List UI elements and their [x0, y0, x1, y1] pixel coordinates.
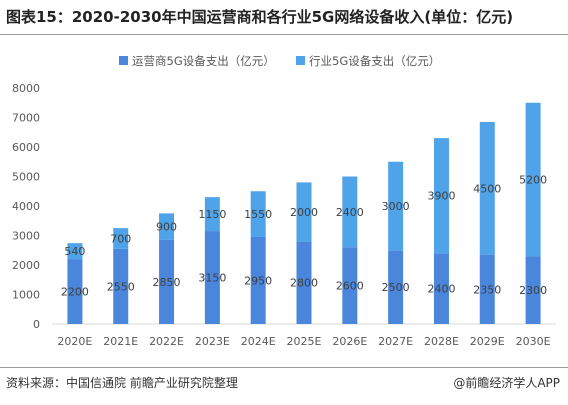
bar-industry [67, 243, 83, 260]
legend-label: 行业5G设备支出（亿元） [309, 54, 440, 68]
x-tick-label: 2024E [241, 335, 276, 348]
bar-operator [525, 256, 541, 324]
bar-industry [525, 102, 541, 257]
y-tick-label: 4000 [12, 200, 40, 213]
data-label-industry: 900 [156, 221, 177, 234]
x-tick-label: 2025E [287, 335, 322, 348]
x-tick-label: 2029E [470, 335, 505, 348]
data-label-industry: 4500 [473, 182, 501, 195]
y-tick-label: 5000 [12, 171, 40, 184]
x-tick-label: 2030E [516, 335, 551, 348]
bar-operator [204, 231, 220, 324]
data-label-industry: 1150 [198, 208, 226, 221]
y-tick-label: 7000 [12, 112, 40, 125]
legend-swatch [296, 56, 305, 65]
data-label-operator: 2850 [153, 276, 181, 289]
x-tick-label: 2020E [57, 335, 92, 348]
y-tick-label: 2000 [12, 259, 40, 272]
x-tick-label: 2022E [149, 335, 184, 348]
source-note: 资料来源：中国信通院 前瞻产业研究院整理 [6, 376, 238, 390]
footer-divider [0, 367, 568, 368]
bar-operator [159, 239, 175, 324]
legend-label: 运营商5G设备支出（亿元） [132, 54, 275, 68]
data-label-industry: 700 [110, 232, 131, 245]
bar-operator [342, 247, 358, 324]
data-label-operator: 2200 [61, 286, 89, 299]
data-label-operator: 2400 [427, 283, 455, 296]
data-label-industry: 540 [64, 245, 85, 258]
chart-title: 图表15：2020-2030年中国运营商和各行业5G网络设备收入(单位：亿元) [6, 8, 514, 26]
stacked-bar-chart: 运营商5G设备支出（亿元） 行业5G设备支出（亿元） 0 1000 2000 3000 40… [12, 54, 556, 348]
bar-industry [388, 161, 404, 251]
x-tick-label: 2027E [378, 335, 413, 348]
data-label-industry: 3900 [427, 190, 455, 203]
data-label-industry: 2400 [336, 206, 364, 219]
bar-industry [113, 228, 129, 249]
data-label-operator: 2550 [107, 280, 135, 293]
bar-operator [388, 250, 404, 324]
bar-industry [296, 182, 312, 242]
bar-industry [159, 213, 175, 240]
data-label-operator: 2800 [290, 277, 318, 290]
bar-operator [113, 248, 129, 324]
data-label-operator: 2500 [382, 281, 410, 294]
bar-industry [342, 176, 358, 248]
bar-operator [296, 241, 312, 324]
bar-industry [204, 197, 220, 232]
data-label-industry: 2000 [290, 206, 318, 219]
data-label-operator: 2600 [336, 280, 364, 293]
bar-industry [433, 138, 449, 254]
data-label-operator: 2350 [473, 283, 501, 296]
x-tick-label: 2026E [332, 335, 367, 348]
data-label-industry: 3000 [382, 200, 410, 213]
y-tick-label: 1000 [12, 289, 40, 302]
data-label-operator: 2300 [519, 284, 547, 297]
data-label-operator: 2950 [244, 274, 272, 287]
legend-swatch [119, 56, 128, 65]
y-tick-label: 0 [33, 318, 40, 331]
y-tick-label: 3000 [12, 230, 40, 243]
data-label-industry: 5200 [519, 173, 547, 186]
bar-industry [250, 191, 266, 237]
bar-industry [479, 121, 495, 255]
y-tick-label: 6000 [12, 141, 40, 154]
y-tick-label: 8000 [12, 82, 40, 95]
bar-operator [67, 259, 83, 324]
bar-operator [479, 254, 495, 324]
data-label-industry: 1550 [244, 208, 272, 221]
x-tick-label: 2023E [195, 335, 230, 348]
title-divider [0, 34, 568, 35]
bar-operator [433, 253, 449, 324]
x-tick-label: 2021E [103, 335, 138, 348]
bar-operator [250, 236, 266, 324]
data-label-operator: 3150 [198, 272, 226, 285]
x-tick-label: 2028E [424, 335, 459, 348]
brand-credit: @前瞻经济学人APP [453, 376, 560, 390]
